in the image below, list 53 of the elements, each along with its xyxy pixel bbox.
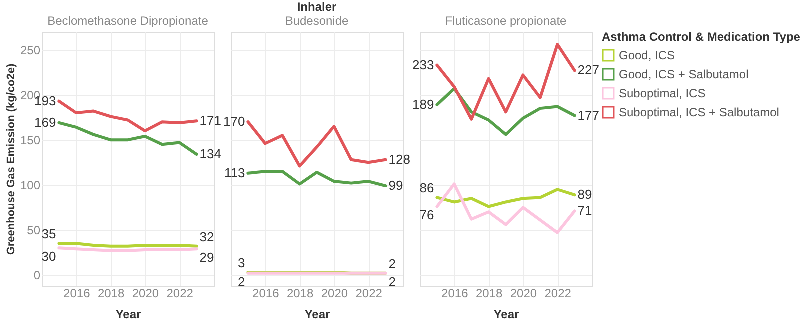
legend-label: Suboptimal, ICS + Salbutamol: [619, 106, 780, 120]
y-tick-label: 50: [27, 224, 41, 238]
x-tick-label: 2018: [286, 286, 314, 300]
x-tick-label: 2016: [442, 286, 469, 300]
x-axis-title: Year: [494, 308, 520, 322]
data-label: 189: [412, 96, 434, 112]
data-label: 169: [34, 114, 56, 130]
legend-label: Suboptimal, ICS: [619, 86, 706, 100]
data-label: 233: [412, 57, 434, 72]
y-tick-label: 0: [34, 268, 41, 283]
data-label: 99: [388, 178, 404, 194]
data-label: 89: [578, 187, 592, 202]
data-label: 3: [238, 255, 246, 270]
x-tick-label: 2018: [98, 286, 125, 300]
data-label: 227: [578, 62, 600, 78]
x-tick-label: 2018: [476, 286, 503, 300]
data-label: 128: [388, 152, 411, 167]
chart-subtitle: Beclomethasone Dipropionate: [48, 14, 209, 28]
data-label: 35: [42, 226, 56, 242]
data-label: 32: [200, 229, 214, 244]
legend-label: Good, ICS: [619, 48, 676, 62]
data-label: 76: [420, 208, 434, 223]
x-tick-label: 2020: [510, 286, 538, 300]
x-axis-title: Year: [304, 308, 331, 322]
x-tick-label: 2016: [252, 286, 280, 300]
y-tick-label: 150: [20, 134, 41, 148]
data-label: 2: [388, 274, 396, 290]
data-label: 134: [200, 146, 222, 162]
y-tick-label: 250: [20, 44, 41, 58]
chart-subtitle: Budesonide: [285, 14, 350, 28]
data-label: 86: [420, 180, 434, 196]
chart-title: Inhaler: [297, 0, 337, 14]
data-label: 2: [238, 274, 246, 290]
data-label: 30: [42, 249, 56, 264]
y-tick-label: 100: [20, 178, 41, 193]
x-tick-label: 2020: [321, 286, 348, 300]
data-label: 113: [224, 165, 246, 180]
data-label: 71: [578, 203, 592, 218]
chart-subtitle: Fluticasone propionate: [445, 14, 568, 28]
data-label: 171: [200, 113, 222, 128]
data-label: 2: [388, 256, 396, 272]
x-tick-label: 2022: [356, 286, 383, 300]
y-axis-title: Greenhouse Gas Emission (kg/co2e): [5, 63, 18, 256]
legend-label: Good, ICS + Salbutamol: [619, 68, 749, 82]
data-label: 177: [578, 108, 600, 123]
data-label: 170: [223, 114, 246, 130]
legend-title: Asthma Control & Medication Type: [602, 30, 800, 44]
x-tick-label: 2020: [132, 286, 160, 300]
x-tick-label: 2016: [64, 286, 91, 300]
data-label: 29: [200, 250, 214, 266]
x-tick-label: 2022: [544, 286, 572, 300]
x-tick-label: 2022: [166, 286, 194, 300]
x-axis-title: Year: [116, 308, 142, 322]
